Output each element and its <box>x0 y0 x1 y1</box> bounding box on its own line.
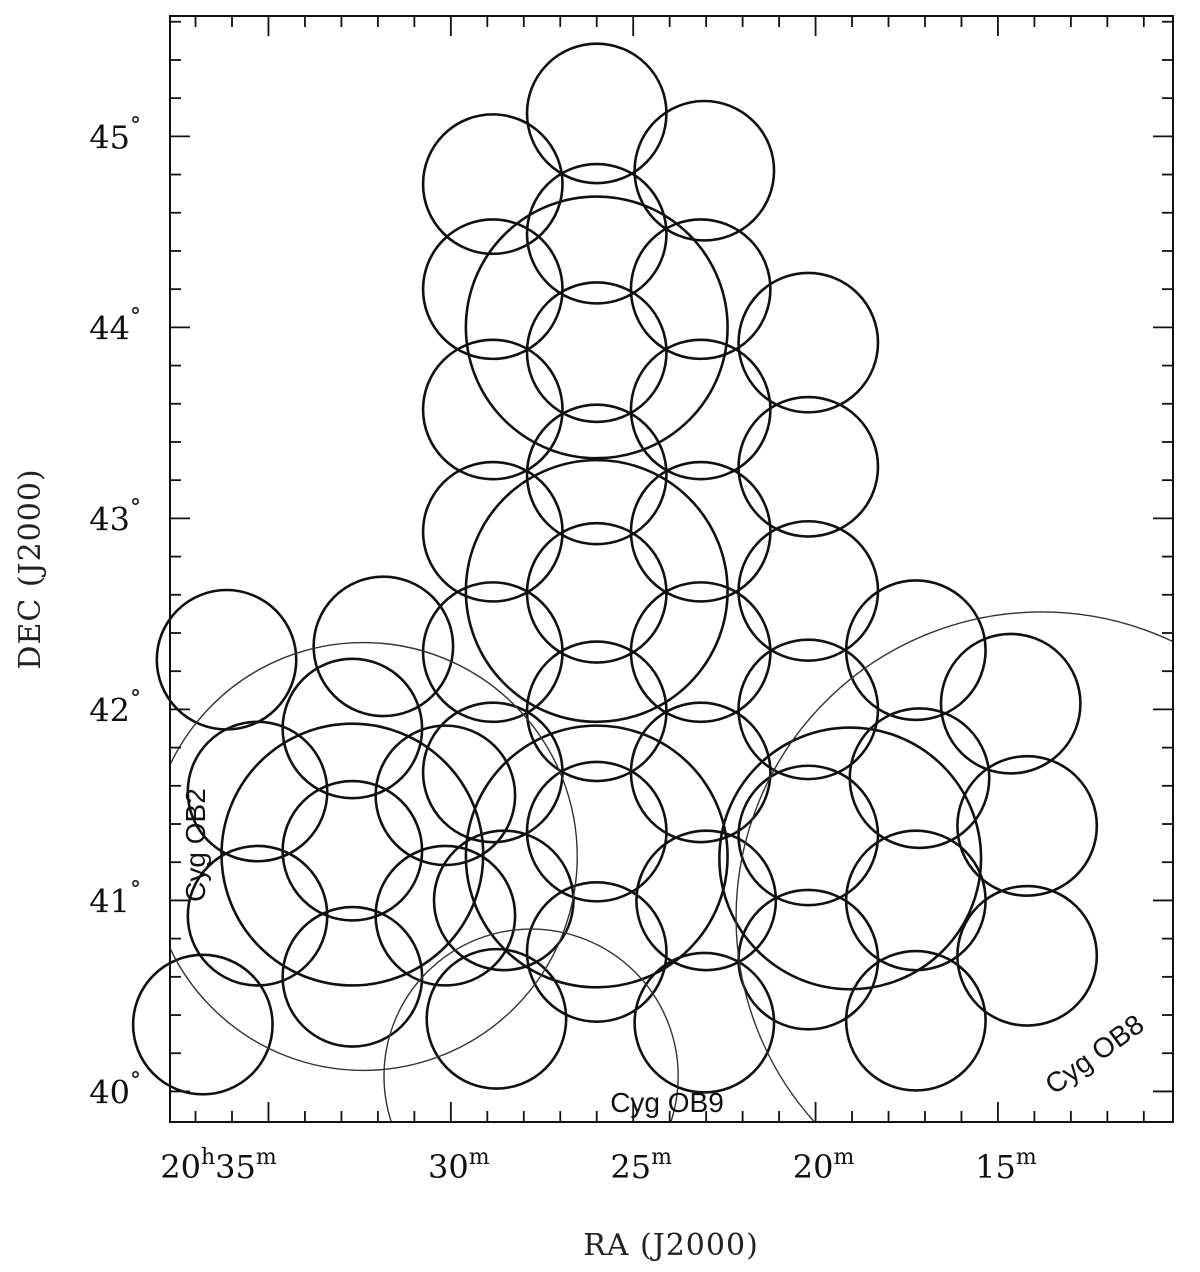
y-tick-label: 40 <box>89 1073 130 1111</box>
degree-symbol: ° <box>130 877 141 902</box>
small-field-circle <box>633 99 776 242</box>
x-tick-label: 20h35m <box>160 1145 277 1186</box>
small-field-circle <box>844 829 987 972</box>
small-field-circle <box>421 581 564 724</box>
small-field-circle <box>525 521 668 664</box>
association-boundary-circle <box>735 611 1173 1122</box>
axis-ticks <box>170 16 1173 1122</box>
small-field-circle <box>629 218 772 361</box>
plot-frame <box>169 15 1174 1123</box>
association-boundary-circle <box>170 641 578 1072</box>
small-field-circle <box>421 338 564 481</box>
y-tick-label: 45 <box>89 118 130 156</box>
small-field-circle <box>635 829 778 972</box>
small-field-circle <box>525 880 668 1024</box>
y-tick-label: 44 <box>89 309 130 347</box>
small-field-circle <box>374 844 517 987</box>
small-field-circle <box>525 42 668 185</box>
small-field-circle <box>629 701 772 844</box>
small-field-circle <box>956 884 1099 1027</box>
small-field-circle <box>737 888 880 1031</box>
small-field-circle <box>525 162 668 305</box>
label-cyg-ob2: Cyg OB2 <box>180 788 211 902</box>
small-field-circle <box>421 460 564 603</box>
small-field-circle <box>425 947 568 1090</box>
y-tick-label: 43 <box>89 500 130 538</box>
small-field-circle <box>281 657 424 800</box>
small-field-circle <box>633 951 776 1094</box>
small-field-circle <box>737 271 880 414</box>
degree-symbol: ° <box>130 113 141 138</box>
small-field-circle <box>629 460 772 603</box>
x-axis-title: RA (J2000) <box>583 1228 759 1263</box>
association-boundary-circle <box>383 928 679 1122</box>
label-cyg-ob8: Cyg OB8 <box>1039 1008 1149 1100</box>
small-field-circle <box>737 764 880 907</box>
small-field-circle <box>956 754 1099 897</box>
association-circles <box>170 611 1173 1122</box>
small-field-circle <box>374 724 517 867</box>
small-field-circle <box>186 720 329 863</box>
small-field-circle <box>629 581 772 724</box>
large-field-circle <box>464 195 729 460</box>
small-field-circle <box>421 218 564 361</box>
x-tick-label: 15m <box>975 1145 1037 1186</box>
small-field-circle <box>525 281 668 424</box>
small-field-circle <box>844 949 987 1092</box>
x-tick-label: 30m <box>428 1145 490 1186</box>
small-field-circle <box>312 575 455 718</box>
large-field-circle <box>718 726 983 991</box>
small-field-circle <box>432 829 575 972</box>
y-axis-title: DEC (J2000) <box>13 468 48 669</box>
y-tick-label: 42 <box>89 691 130 729</box>
small-field-circle <box>131 953 274 1096</box>
small-field-circle <box>525 403 668 546</box>
field-circles <box>131 42 1099 1096</box>
x-tick-label: 25m <box>610 1145 672 1186</box>
degree-symbol: ° <box>130 1068 141 1093</box>
small-field-circle <box>939 632 1082 775</box>
degree-symbol: ° <box>130 686 141 711</box>
label-cyg-ob9: Cyg OB9 <box>610 1087 724 1118</box>
degree-symbol: ° <box>130 304 141 329</box>
degree-symbol: ° <box>130 495 141 520</box>
small-field-circle <box>421 701 564 844</box>
x-tick-label: 20m <box>793 1145 855 1186</box>
small-field-circle <box>737 395 880 538</box>
large-field-circle <box>464 724 729 989</box>
large-field-circle <box>220 722 485 987</box>
large-field-circle <box>464 458 729 724</box>
small-field-circle <box>844 579 987 722</box>
small-field-circle <box>629 338 772 481</box>
small-field-circle <box>421 113 564 256</box>
small-field-circle <box>525 760 668 903</box>
small-field-circle <box>186 844 329 987</box>
y-tick-label: 41 <box>89 882 130 920</box>
